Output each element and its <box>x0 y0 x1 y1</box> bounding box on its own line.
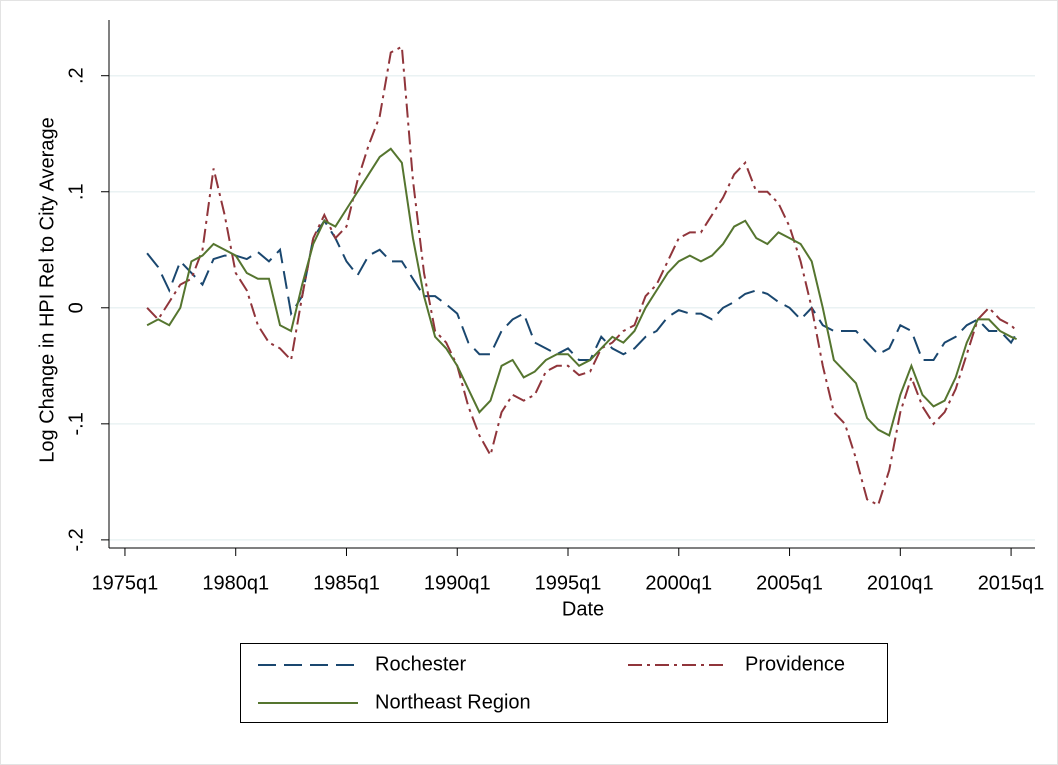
legend-label: Providence <box>745 653 845 675</box>
x-tick-label: 1985q1 <box>313 572 380 594</box>
series-line <box>146 147 1017 437</box>
y-tick-label: .2 <box>65 67 87 84</box>
x-axis-title: Date <box>562 598 604 620</box>
y-tick-label: -.2 <box>65 528 87 551</box>
x-tick-label: 2010q1 <box>867 572 934 594</box>
series-line <box>146 45 1018 507</box>
legend <box>240 643 888 723</box>
x-tick-label: 1990q1 <box>424 572 491 594</box>
x-tick-label: 1995q1 <box>535 572 602 594</box>
y-tick-label: .1 <box>65 183 87 200</box>
x-tick-label: 2005q1 <box>756 572 823 594</box>
x-tick-label: 1980q1 <box>202 572 269 594</box>
y-tick-label: -.1 <box>65 412 87 435</box>
y-axis-title: Log Change in HPI Rel to City Average <box>36 117 58 462</box>
x-tick-label: 2000q1 <box>645 572 712 594</box>
x-tick-label: 1975q1 <box>92 572 159 594</box>
x-tick-label: 2015q1 <box>978 572 1045 594</box>
legend-label: Northeast Region <box>375 691 531 713</box>
legend-label: Rochester <box>375 653 466 675</box>
series-line <box>146 218 1018 362</box>
y-tick-label: 0 <box>65 302 87 313</box>
